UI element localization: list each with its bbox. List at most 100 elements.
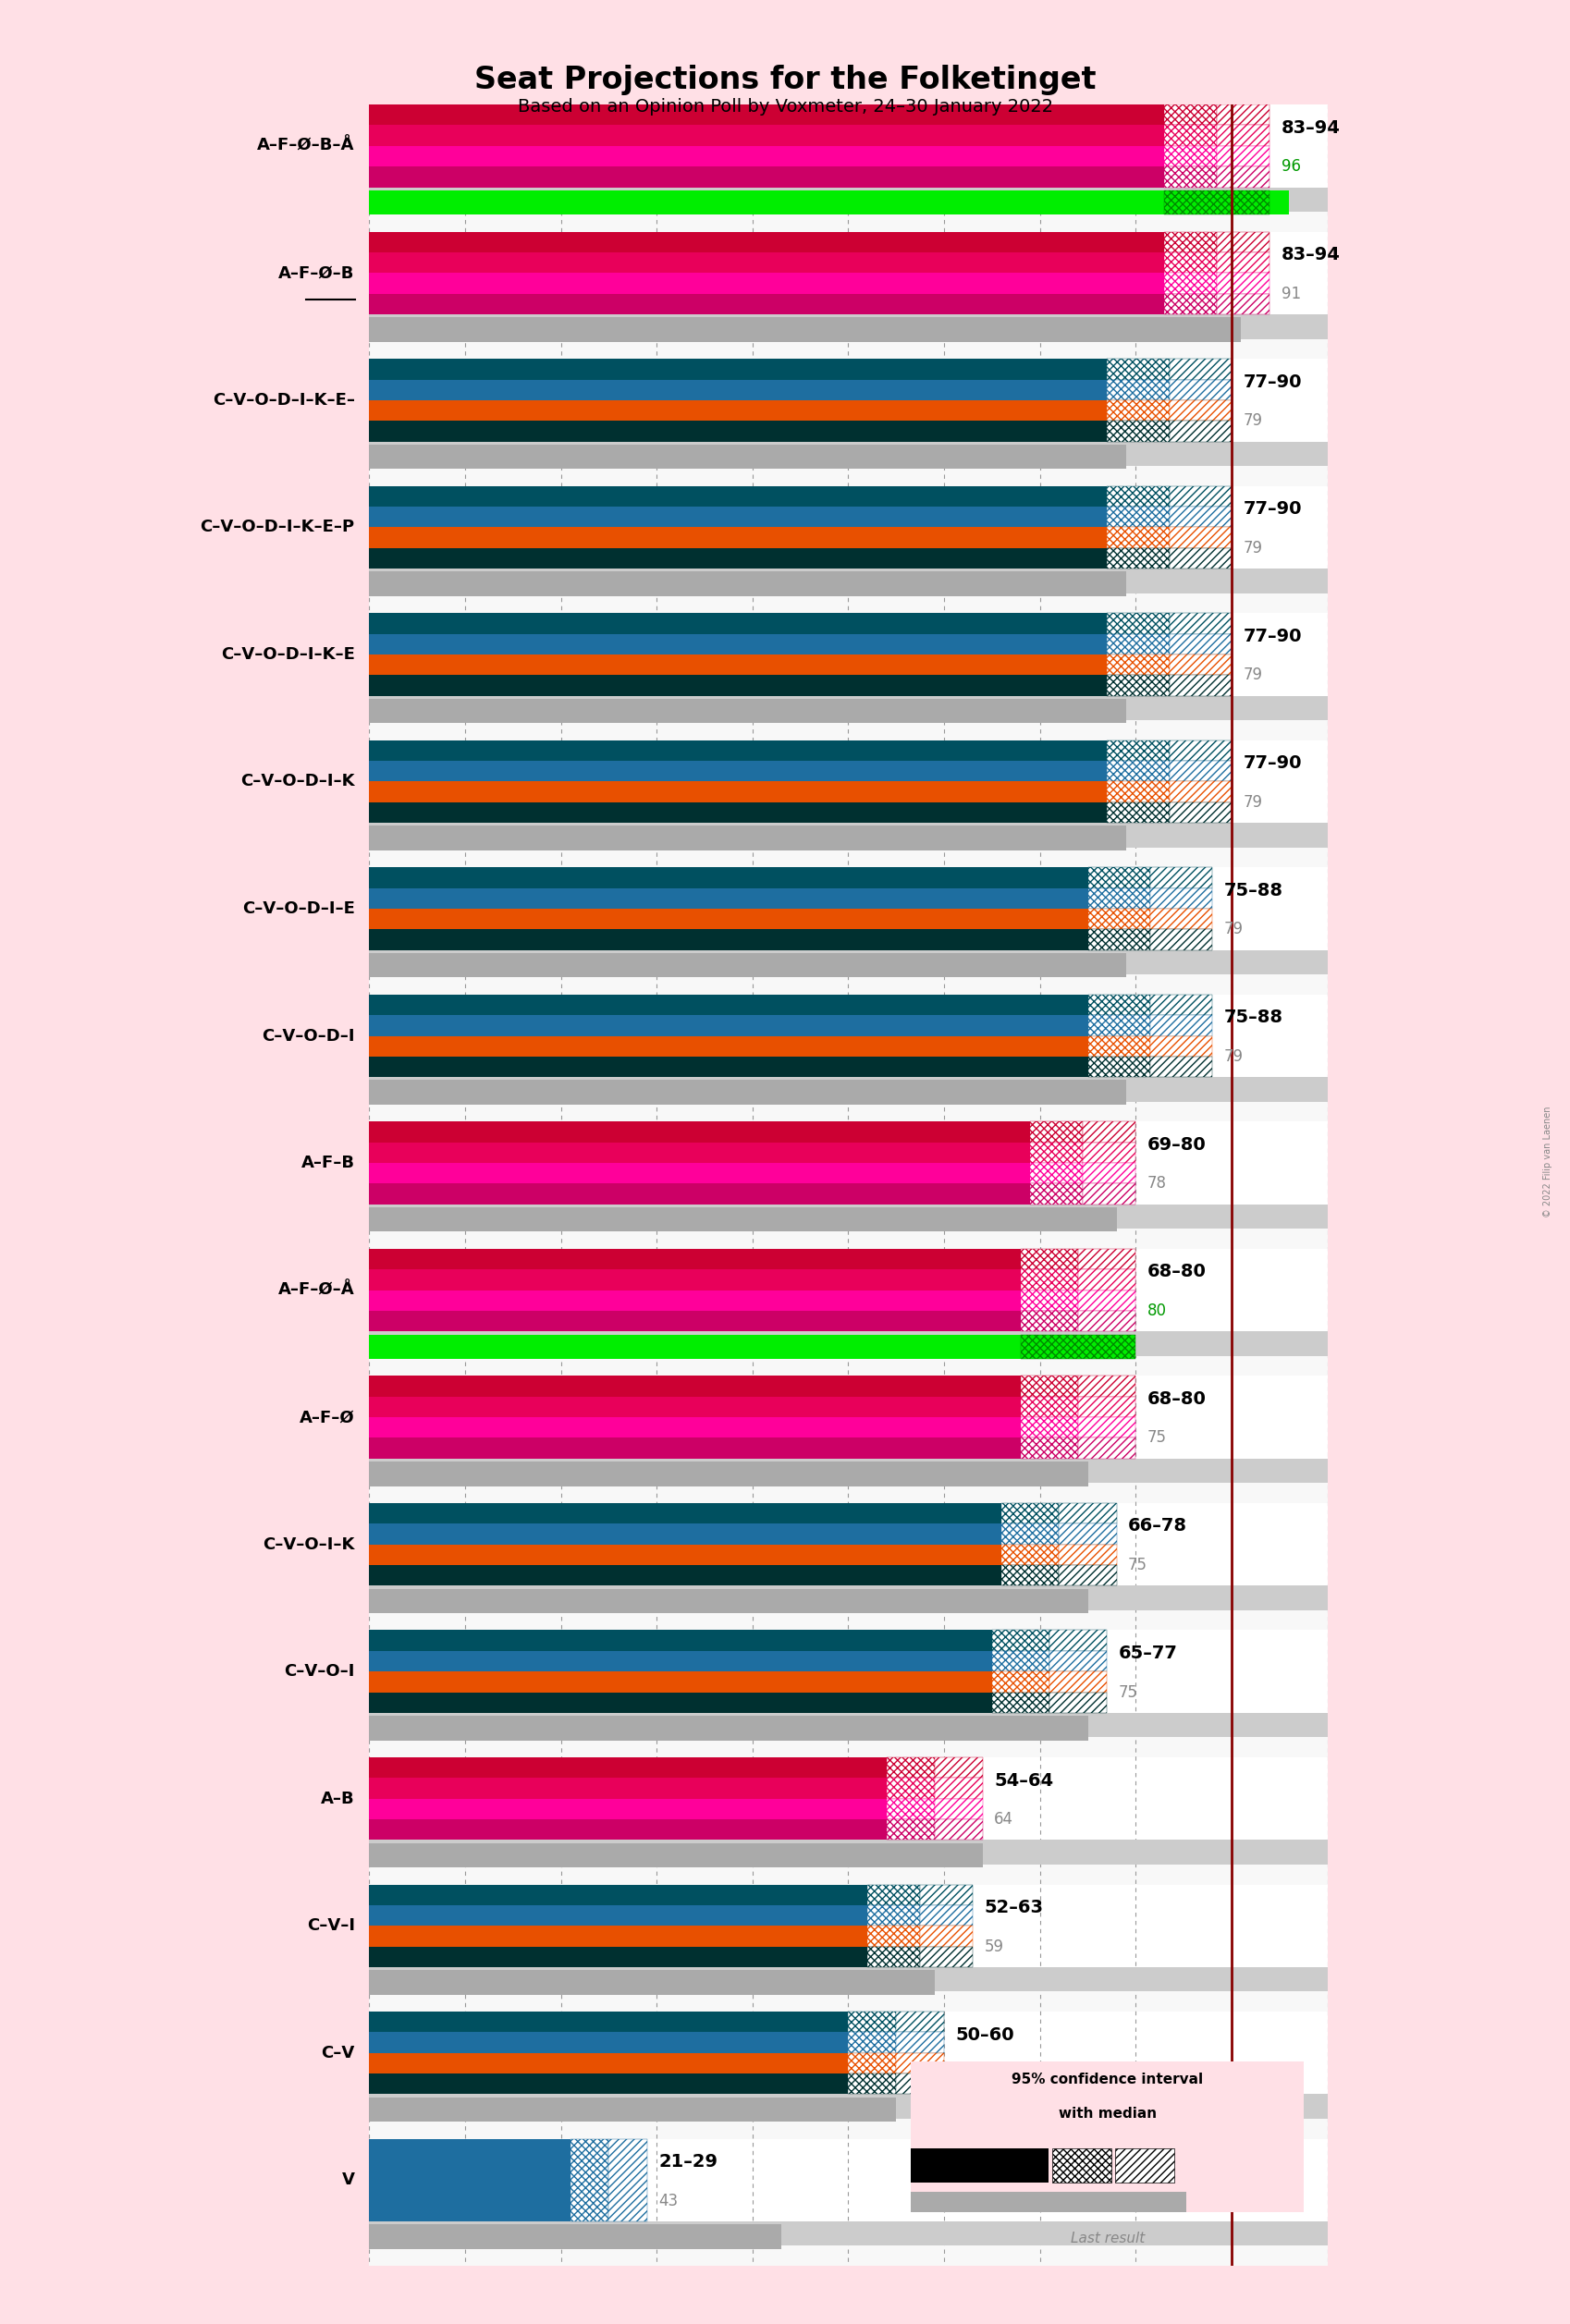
Bar: [369, 232, 1327, 314]
Bar: [1107, 741, 1231, 760]
Bar: [369, 1078, 1327, 1122]
Bar: [369, 272, 1163, 293]
Bar: [867, 1927, 972, 1948]
Bar: [934, 1820, 981, 1841]
Bar: [1107, 655, 1231, 674]
Text: C–V–O–I–K: C–V–O–I–K: [262, 1536, 355, 1552]
Bar: [369, 358, 1107, 379]
Bar: [1077, 1311, 1135, 1332]
Bar: [1086, 888, 1212, 909]
Bar: [1163, 146, 1217, 167]
Bar: [1163, 167, 1269, 188]
Text: 75: 75: [1118, 1685, 1137, 1701]
Text: A–F–B: A–F–B: [301, 1155, 355, 1171]
Bar: [1168, 614, 1231, 634]
Bar: [369, 318, 1240, 342]
Bar: [1021, 1376, 1135, 1397]
Bar: [369, 1016, 1086, 1037]
Bar: [1107, 760, 1231, 781]
Bar: [885, 1799, 981, 1820]
Bar: [1049, 1650, 1107, 1671]
Bar: [1002, 1545, 1058, 1564]
Bar: [1107, 634, 1168, 655]
Bar: [1107, 421, 1231, 442]
Text: 79: 79: [1223, 1048, 1242, 1064]
Bar: [369, 741, 1107, 760]
Bar: [1021, 1290, 1135, 1311]
Bar: [1058, 1545, 1116, 1564]
Bar: [1082, 1122, 1135, 1143]
Text: 75–88: 75–88: [1223, 1009, 1283, 1027]
Bar: [570, 2138, 609, 2222]
Bar: [369, 953, 1126, 978]
Bar: [369, 1439, 1021, 1459]
Bar: [369, 1311, 1021, 1332]
Bar: [1030, 1183, 1135, 1204]
Bar: [1082, 1183, 1135, 1204]
Bar: [369, 930, 1086, 951]
Bar: [570, 2138, 647, 2222]
Bar: [1107, 548, 1231, 569]
Bar: [369, 1334, 1135, 1360]
Bar: [1163, 232, 1217, 253]
Bar: [1002, 1545, 1116, 1564]
Bar: [1021, 1334, 1135, 1360]
Bar: [1163, 125, 1217, 146]
Bar: [1168, 655, 1231, 674]
Text: C–V–O–D–I–K–E–P: C–V–O–D–I–K–E–P: [199, 518, 355, 535]
Bar: [369, 1799, 885, 1820]
Bar: [1002, 1504, 1116, 1525]
Bar: [885, 1757, 981, 1778]
Bar: [1168, 528, 1231, 548]
Text: © 2022 Filip van Laenen: © 2022 Filip van Laenen: [1542, 1106, 1551, 1218]
Bar: [369, 1545, 1002, 1564]
Text: 75–88: 75–88: [1223, 881, 1283, 899]
Text: Seat Projections for the Folketinget: Seat Projections for the Folketinget: [474, 65, 1096, 95]
Bar: [369, 1713, 1327, 1757]
Bar: [992, 1692, 1107, 1713]
Bar: [369, 1204, 1327, 1248]
Bar: [1030, 1183, 1082, 1204]
Bar: [1086, 1037, 1212, 1057]
Bar: [369, 2013, 1327, 2094]
Bar: [1107, 760, 1168, 781]
Bar: [369, 1843, 981, 1868]
Bar: [369, 995, 1327, 1078]
Bar: [1168, 802, 1231, 823]
Text: 79: 79: [1242, 414, 1262, 430]
Bar: [992, 1629, 1107, 1650]
Bar: [1107, 421, 1168, 442]
Bar: [369, 379, 1107, 400]
Bar: [1107, 674, 1168, 695]
Bar: [1107, 400, 1168, 421]
Text: 79: 79: [1242, 539, 1262, 555]
Bar: [369, 888, 1086, 909]
Bar: [369, 167, 1163, 188]
Bar: [1149, 1016, 1212, 1037]
Bar: [934, 1757, 981, 1778]
Bar: [1168, 486, 1231, 507]
Bar: [867, 1948, 920, 1966]
Bar: [369, 741, 1327, 823]
Bar: [369, 1841, 1327, 1885]
Bar: [369, 1081, 1126, 1104]
Bar: [1163, 125, 1269, 146]
Bar: [1168, 358, 1231, 379]
Bar: [1107, 614, 1168, 634]
Bar: [369, 548, 1107, 569]
Bar: [369, 695, 1327, 741]
Text: A–B: A–B: [320, 1789, 355, 1808]
Bar: [369, 1692, 992, 1713]
Bar: [369, 1629, 992, 1650]
Bar: [1107, 379, 1168, 400]
Bar: [848, 2013, 944, 2031]
Bar: [369, 358, 1327, 442]
Bar: [369, 2013, 848, 2031]
Bar: [369, 253, 1163, 272]
Bar: [369, 823, 1327, 867]
Bar: [369, 1332, 1327, 1376]
Bar: [1021, 1397, 1077, 1418]
Bar: [885, 1820, 934, 1841]
Bar: [1021, 1248, 1077, 1269]
Bar: [1077, 1397, 1135, 1418]
